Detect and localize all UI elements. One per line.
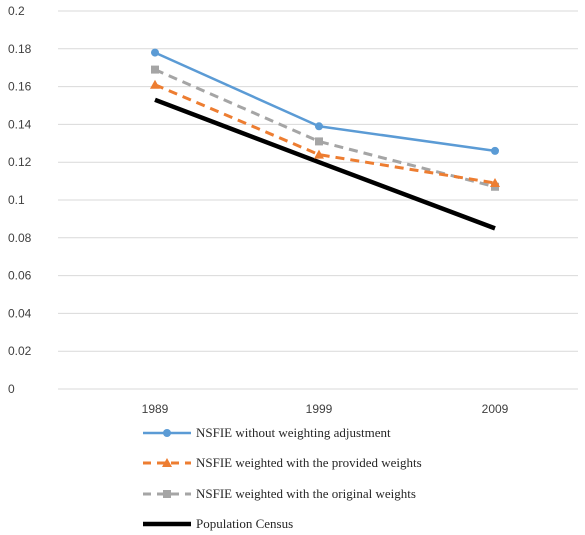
legend-label: Population Census	[196, 516, 293, 531]
marker-circle	[151, 48, 159, 57]
legend: NSFIE without weighting adjustment NSFIE …	[143, 425, 422, 531]
legend-label: NSFIE without weighting adjustment	[196, 425, 391, 440]
marker-square	[151, 65, 159, 74]
marker-triangle	[150, 79, 160, 89]
series-line	[154, 68, 496, 189]
x-tick-label: 1989	[142, 402, 169, 416]
legend-label: NSFIE weighted with the original weights	[196, 486, 416, 501]
marker-triangle	[314, 149, 324, 159]
marker-triangle	[490, 177, 500, 187]
y-tick-label: 0.06	[8, 269, 32, 283]
y-tick-label: 0.18	[8, 42, 32, 56]
legend-item: NSFIE weighted with the original weights	[143, 486, 416, 501]
y-tick-label: 0.02	[8, 344, 32, 358]
legend-item: Population Census	[143, 516, 293, 531]
x-tick-label: 1999	[306, 402, 333, 416]
marker-square	[163, 490, 171, 498]
marker-circle	[491, 146, 499, 155]
x-axis-ticks: 1989 1999 2009	[142, 402, 509, 416]
marker-square	[315, 137, 323, 146]
series-1	[150, 79, 500, 187]
marker-circle	[163, 429, 171, 437]
x-tick-label: 2009	[482, 402, 509, 416]
series-line	[154, 97, 496, 231]
series-line	[154, 51, 496, 153]
series-0	[151, 48, 499, 155]
y-tick-label: 0.16	[8, 80, 32, 94]
marker-circle	[315, 122, 323, 131]
marker-triangle	[162, 458, 172, 467]
y-tick-label: 0.08	[8, 231, 32, 245]
y-axis-ticks: 0 0.02 0.04 0.06 0.08 0.1 0.12 0.14 0.16 0.18 0.2	[8, 4, 32, 396]
series-line	[154, 83, 496, 185]
y-tick-label: 0.2	[8, 4, 25, 18]
y-tick-label: 0.12	[8, 155, 32, 169]
series-3	[154, 97, 496, 231]
y-tick-label: 0	[8, 382, 15, 396]
y-tick-label: 0.04	[8, 306, 32, 320]
gridlines	[58, 10, 578, 390]
legend-item: NSFIE without weighting adjustment	[143, 425, 391, 440]
y-tick-label: 0.14	[8, 117, 32, 131]
legend-label: NSFIE weighted with the provided weights	[196, 455, 422, 470]
legend-item: NSFIE weighted with the provided weights	[143, 455, 422, 470]
y-tick-label: 0.1	[8, 193, 25, 207]
series-lines	[150, 48, 500, 231]
